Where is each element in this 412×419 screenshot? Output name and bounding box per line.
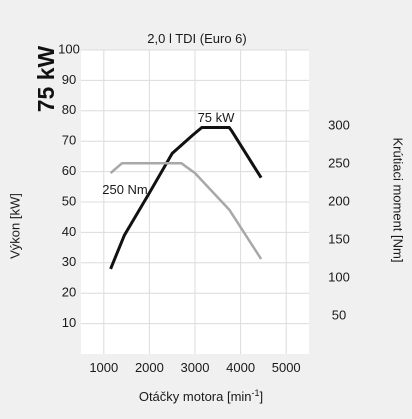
y-right-tick-label: 150 bbox=[328, 231, 350, 246]
y-left-tick-label: 60 bbox=[62, 163, 76, 178]
x-tick-label: 1000 bbox=[89, 360, 118, 375]
y-left-tick-label: 100 bbox=[58, 41, 80, 56]
chart-title: 2,0 l TDI (Euro 6) bbox=[147, 31, 246, 46]
y-left-axis-label: Výkon [kW] bbox=[7, 193, 22, 259]
y-right-tick-label: 300 bbox=[328, 117, 350, 132]
x-axis-label-end: ] bbox=[260, 389, 264, 404]
y-right-tick-label: 250 bbox=[328, 155, 350, 170]
x-axis-label-main: Otáčky motora [min bbox=[139, 389, 252, 404]
y-left-tick-label: 10 bbox=[62, 315, 76, 330]
series-lines bbox=[109, 126, 263, 270]
power-badge: 75 kW bbox=[33, 45, 59, 112]
y-left-tick-label: 20 bbox=[62, 285, 76, 300]
x-tick-labels: 1000 2000 3000 4000 5000 bbox=[89, 360, 300, 375]
power-series-line bbox=[109, 126, 263, 270]
x-tick-label: 2000 bbox=[135, 360, 164, 375]
torque-series-line bbox=[109, 161, 263, 260]
y-left-tick-label: 70 bbox=[62, 133, 76, 148]
power-series-label: 75 kW bbox=[198, 110, 236, 125]
y-left-tick-label: 50 bbox=[62, 193, 76, 208]
y-right-tick-labels: 50 100 150 200 250 300 bbox=[328, 117, 350, 322]
torque-series-label: 250 Nm bbox=[102, 182, 148, 197]
y-left-tick-label: 80 bbox=[62, 102, 76, 117]
grid-lines bbox=[81, 49, 309, 354]
x-tick-label: 4000 bbox=[226, 360, 255, 375]
y-left-tick-label: 40 bbox=[62, 224, 76, 239]
y-left-tick-label: 90 bbox=[62, 72, 76, 87]
x-axis-label-sup: -1 bbox=[252, 388, 260, 398]
y-right-tick-label: 100 bbox=[328, 269, 350, 284]
x-tick-label: 5000 bbox=[272, 360, 301, 375]
x-tick-label: 3000 bbox=[181, 360, 210, 375]
y-left-tick-labels: 10 20 30 40 50 60 70 80 90 100 bbox=[58, 41, 80, 330]
y-right-tick-label: 200 bbox=[328, 193, 350, 208]
x-axis-label: Otáčky motora [min-1] bbox=[139, 388, 263, 404]
y-left-tick-label: 30 bbox=[62, 254, 76, 269]
y-right-tick-label: 50 bbox=[332, 307, 346, 322]
y-right-axis-label: Krútiaci moment [Nm] bbox=[391, 138, 406, 263]
